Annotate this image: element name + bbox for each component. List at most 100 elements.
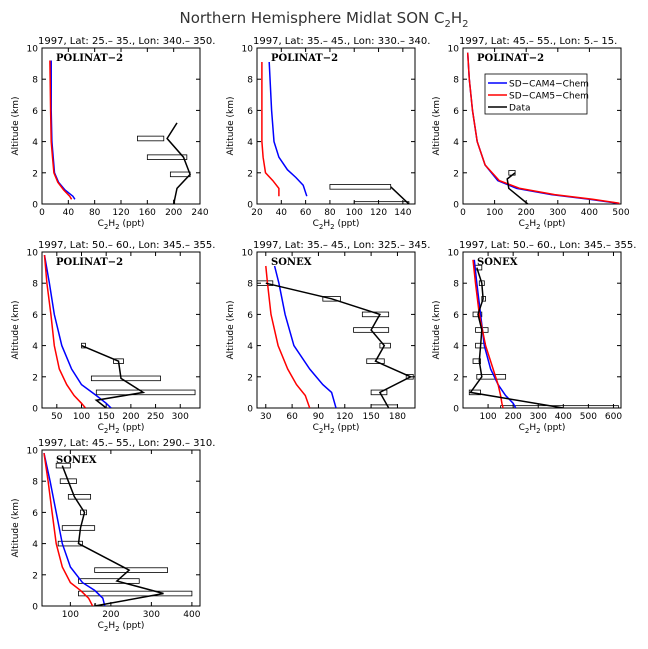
- x-tick-label: 500: [612, 208, 629, 218]
- series-sd-cam4-chem: [273, 265, 337, 408]
- y-tick-label: 0: [247, 405, 253, 415]
- y-tick-label: 2: [453, 169, 459, 179]
- x-axis-label: C2H2 (ppt): [313, 219, 360, 231]
- y-tick-label: 8: [453, 76, 459, 86]
- y-tick-label: 2: [247, 373, 253, 383]
- y-axis-label: Altitude (km): [11, 498, 21, 557]
- x-tick-label: 200: [165, 208, 182, 218]
- x-axis-label: C2H2 (ppt): [98, 621, 145, 633]
- error-bar: [472, 311, 483, 318]
- series-data: [390, 186, 410, 204]
- series-lines: [49, 60, 191, 204]
- panel-2: 1997, Lat: 35.– 45., Lon: 330.– 340. POLI…: [226, 36, 430, 231]
- error-bar: [59, 478, 77, 484]
- x-tick-label: 300: [530, 412, 547, 422]
- x-tick-label: 80: [89, 208, 101, 218]
- error-bar: [78, 590, 193, 597]
- series-lines: [466, 52, 620, 204]
- error-bar: [61, 525, 96, 531]
- series-sd-cam4-chem: [43, 452, 106, 606]
- error-bar: [468, 389, 481, 396]
- error-bar: [366, 358, 385, 364]
- y-axis-label: Altitude (km): [226, 300, 236, 359]
- y-tick-label: 8: [247, 280, 253, 290]
- campaign-label: POLINAT−2: [271, 53, 338, 64]
- legend-label: Data: [509, 104, 531, 114]
- y-tick-label: 10: [27, 447, 39, 457]
- error-bar: [370, 389, 388, 396]
- plot-frame: [41, 449, 201, 607]
- y-tick-label: 6: [32, 107, 38, 117]
- campaign-label: POLINAT−2: [56, 257, 123, 268]
- series-sd-cam5-chem: [43, 452, 94, 606]
- y-tick-label: 2: [32, 571, 38, 581]
- panel-title: 1997, Lat: 45.– 55., Lon: 290.– 310.: [38, 438, 215, 449]
- y-tick-label: 4: [32, 540, 38, 550]
- error-bar: [78, 578, 140, 584]
- y-axis-label: Altitude (km): [11, 300, 21, 359]
- error-bar: [95, 389, 196, 396]
- x-tick-label: 100: [479, 412, 496, 422]
- x-axis-label: C2H2 (ppt): [519, 219, 566, 231]
- y-tick-label: 6: [453, 107, 459, 117]
- y-tick-label: 0: [32, 603, 38, 613]
- x-tick-label: 30: [260, 412, 272, 422]
- x-tick-label: 0: [39, 208, 45, 218]
- plot-frame: [256, 251, 416, 409]
- y-tick-label: 6: [247, 311, 253, 321]
- panel-title: 1997, Lat: 45.– 55., Lon: 5.– 15.: [459, 36, 617, 47]
- legend: SD−CAM4−Chem SD−CAM5−Chem Data: [484, 73, 589, 115]
- series-data: [81, 344, 146, 408]
- y-axis-label: Altitude (km): [226, 96, 236, 155]
- error-bar: [137, 135, 165, 142]
- series-data: [61, 465, 164, 606]
- x-tick-label: 250: [147, 412, 164, 422]
- series-lines: [43, 452, 164, 606]
- error-bar: [472, 358, 481, 364]
- series-data: [166, 122, 191, 204]
- y-tick-label: 8: [32, 280, 38, 290]
- x-tick-label: 180: [389, 412, 406, 422]
- x-tick-label: 300: [549, 208, 566, 218]
- y-tick-label: 10: [27, 45, 39, 55]
- y-tick-label: 6: [32, 311, 38, 321]
- error-bars: [81, 342, 196, 396]
- y-tick-label: 6: [32, 509, 38, 519]
- series-lines: [469, 259, 564, 408]
- x-tick-label: 80: [324, 208, 336, 218]
- error-bars: [257, 280, 414, 408]
- y-tick-label: 4: [453, 342, 459, 352]
- series-lines: [265, 265, 413, 408]
- y-tick-label: 2: [32, 169, 38, 179]
- panel-1: 1997, Lat: 25.– 35., Lon: 340.– 350. POLI…: [11, 36, 215, 231]
- error-bar: [169, 171, 191, 178]
- x-tick-label: 40: [63, 208, 75, 218]
- y-tick-label: 10: [448, 249, 460, 259]
- error-bar: [94, 567, 168, 573]
- x-tick-label: 100: [346, 208, 363, 218]
- x-tick-label: 200: [102, 610, 119, 620]
- error-bar: [500, 405, 619, 408]
- y-axis-label: Altitude (km): [432, 300, 442, 359]
- campaign-label: POLINAT−2: [477, 53, 544, 64]
- y-tick-label: 4: [32, 138, 38, 148]
- series-data: [506, 172, 529, 204]
- plot-frame: [462, 251, 622, 409]
- y-tick-label: 2: [453, 373, 459, 383]
- y-tick-label: 0: [453, 201, 459, 211]
- error-bar: [405, 374, 414, 380]
- campaign-label: SONEX: [477, 257, 518, 268]
- panel-title: 1997, Lat: 25.– 35., Lon: 340.– 350.: [38, 36, 215, 47]
- x-axis-label: C2H2 (ppt): [98, 423, 145, 435]
- y-tick-label: 0: [453, 405, 459, 415]
- x-tick-label: 140: [394, 208, 411, 218]
- x-tick-label: 120: [370, 208, 387, 218]
- y-tick-label: 10: [27, 249, 39, 259]
- x-tick-label: 200: [505, 412, 522, 422]
- x-tick-label: 20: [251, 208, 263, 218]
- error-bar: [57, 540, 83, 547]
- y-tick-label: 10: [242, 45, 254, 55]
- x-tick-label: 100: [62, 610, 79, 620]
- error-bar: [481, 296, 486, 302]
